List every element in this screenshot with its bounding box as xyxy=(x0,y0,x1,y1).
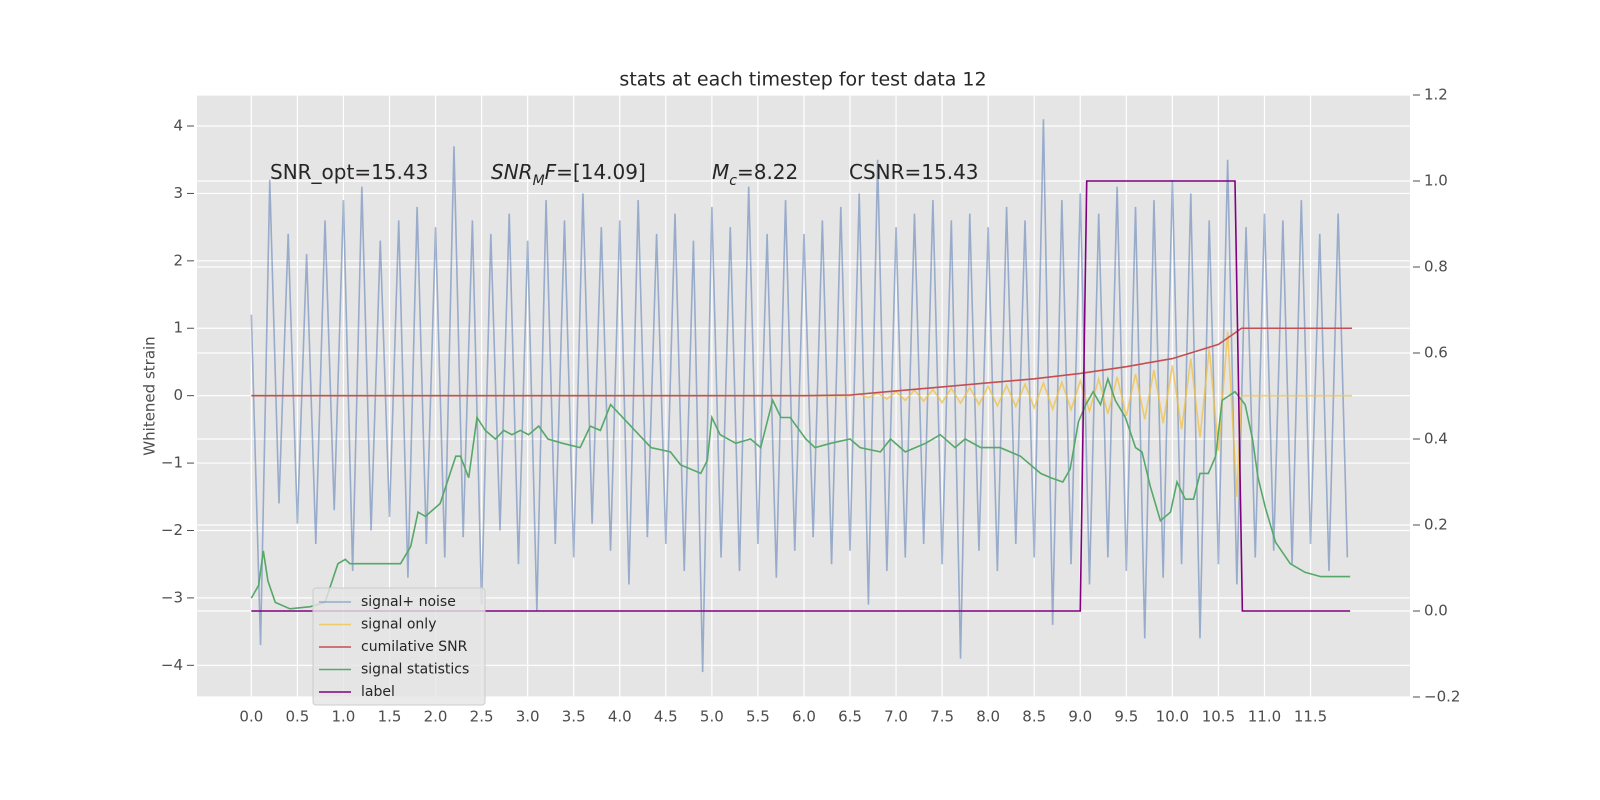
annotation-part: c xyxy=(729,173,737,189)
y2-tick-label: 1.2 xyxy=(1424,86,1448,104)
x-tick-label: 3.0 xyxy=(516,708,540,726)
x-tick-label: 2.5 xyxy=(470,708,494,726)
x-tick-label: 5.5 xyxy=(746,708,770,726)
x-tick-label: 4.5 xyxy=(654,708,678,726)
x-tick-label: 11.0 xyxy=(1248,708,1281,726)
series-line xyxy=(250,376,1351,610)
annotation-part: =[14.09] xyxy=(556,160,646,184)
x-tick-label: 2.0 xyxy=(424,708,448,726)
chart-title: stats at each timestep for test data 12 xyxy=(619,69,986,91)
x-tick-label: 0.5 xyxy=(285,708,309,726)
x-tick-label: 8.5 xyxy=(1022,708,1046,726)
x-tick-label: 0.0 xyxy=(239,708,263,726)
legend-label: cumilative SNR xyxy=(361,639,468,655)
x-tick-label: 4.0 xyxy=(608,708,632,726)
y-tick-label: 3 xyxy=(173,184,183,202)
y2-tick-label: 0.0 xyxy=(1424,602,1448,620)
y2-tick-label: 0.8 xyxy=(1424,258,1448,276)
legend-label: signal+ noise xyxy=(361,594,456,610)
y2-tick-label: 0.6 xyxy=(1424,344,1448,362)
y-tick-label: −2 xyxy=(161,521,183,539)
y-tick-label: 2 xyxy=(173,251,183,269)
x-tick-label: 7.5 xyxy=(930,708,954,726)
x-tick-label: 11.5 xyxy=(1294,708,1327,726)
annotation-part: SNR_opt=15.43 xyxy=(270,160,428,184)
y-tick-label: 0 xyxy=(173,386,183,404)
y2-tick-label: 1.0 xyxy=(1424,172,1448,190)
legend-label: signal only xyxy=(361,617,436,633)
y2-tick-label: −0.2 xyxy=(1424,688,1460,706)
x-tick-label: 8.0 xyxy=(976,708,1000,726)
x-tick-label: 10.0 xyxy=(1156,708,1189,726)
legend-label: signal statistics xyxy=(361,662,469,678)
series-line xyxy=(251,331,1352,497)
y2-tick-label: 0.2 xyxy=(1424,516,1448,534)
annotation: Mc=8.22 xyxy=(712,160,798,190)
y-axis-label: Whitened strain xyxy=(141,336,159,455)
annotation-part: SNR xyxy=(491,160,533,184)
x-tick-label: 7.0 xyxy=(884,708,908,726)
x-tick-label: 5.0 xyxy=(700,708,724,726)
x-tick-label: 6.5 xyxy=(838,708,862,726)
x-tick-label: 9.5 xyxy=(1114,708,1138,726)
y-tick-label: 1 xyxy=(173,319,183,337)
annotation: SNRMF=[14.09] xyxy=(491,160,646,190)
series-line xyxy=(251,327,1352,397)
series-line xyxy=(251,180,1351,612)
x-tick-label: 6.0 xyxy=(792,708,816,726)
legend-box xyxy=(312,587,486,706)
series-line xyxy=(250,119,1349,673)
legend-label: label xyxy=(361,684,395,700)
annotation-part: F xyxy=(545,160,557,184)
y-tick-label: −3 xyxy=(161,588,183,606)
x-tick-label: 9.0 xyxy=(1068,708,1092,726)
y-tick-label: −4 xyxy=(161,656,183,674)
x-tick-label: 3.5 xyxy=(562,708,586,726)
x-tick-label: 1.5 xyxy=(378,708,402,726)
y-tick-label: 4 xyxy=(173,117,183,135)
x-tick-label: 1.0 xyxy=(332,708,356,726)
annotation-part: M xyxy=(533,173,545,189)
annotation-part: =8.22 xyxy=(737,160,798,184)
y2-tick-label: 0.4 xyxy=(1424,430,1448,448)
annotation: CSNR=15.43 xyxy=(849,160,979,184)
annotation-part: M xyxy=(712,160,729,184)
y-tick-label: −1 xyxy=(161,454,183,472)
annotation-part: CSNR=15.43 xyxy=(849,160,979,184)
x-tick-label: 10.5 xyxy=(1202,708,1235,726)
annotation: SNR_opt=15.43 xyxy=(270,160,428,184)
